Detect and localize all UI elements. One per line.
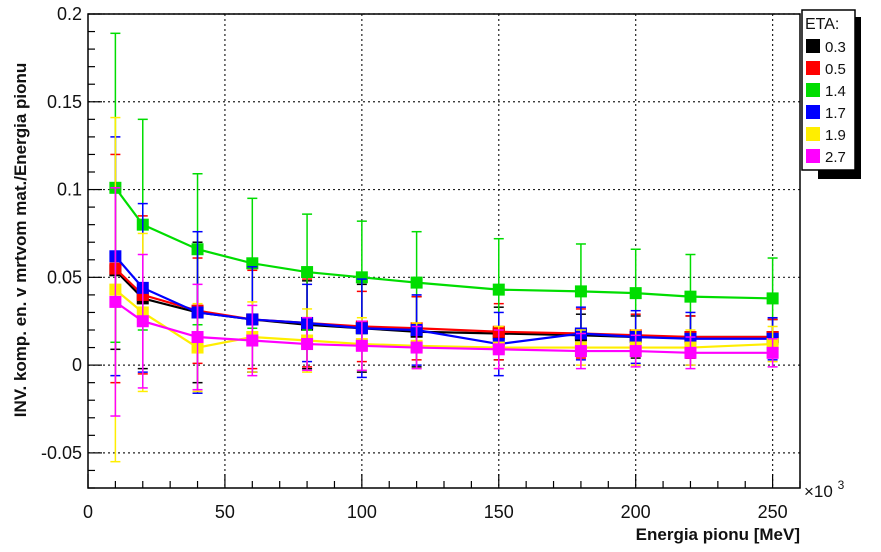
axis-labels: Energia pionu [MeV] INV. komp. en. v mrt… (11, 63, 845, 544)
legend-swatch (806, 127, 820, 141)
legend-label: 0.5 (825, 61, 846, 78)
x-axis-multiplier: ×10 3 (804, 478, 845, 501)
series-line (114, 288, 773, 349)
y-tick-label: 0.1 (57, 180, 82, 200)
axes: 0 50 100 150 200 250 -0.05 0 0.05 0.1 0.15 0.2 (41, 4, 801, 522)
series-2.7 (109, 187, 779, 417)
legend-label: 0.3 (825, 39, 846, 56)
x-axis-multiplier-base: ×10 (804, 482, 833, 501)
y-tick-label: 0.2 (57, 4, 82, 24)
data-point (574, 345, 587, 358)
data-point (410, 276, 423, 289)
legend-swatch (806, 61, 820, 75)
y-tick-label: 0 (72, 355, 82, 375)
data-point (136, 315, 149, 328)
legend-swatch (806, 83, 820, 97)
x-tick-label: 100 (347, 502, 377, 522)
x-axis-label: Energia pionu [MeV] (636, 525, 800, 544)
series-line (114, 255, 773, 346)
data-point (301, 338, 314, 351)
legend-label: 1.4 (825, 83, 846, 100)
series-line (114, 301, 773, 354)
y-tick-label: 0.15 (47, 92, 82, 112)
data-point (629, 287, 642, 300)
data-point (246, 257, 259, 270)
legend: ETA: 0.3 0.5 1.4 1.7 1.9 2.7 (801, 9, 861, 179)
data-point (191, 331, 204, 344)
legend-swatch (806, 39, 820, 53)
data-point (684, 346, 697, 359)
data-point (629, 345, 642, 358)
x-tick-label: 150 (484, 502, 514, 522)
data-point (355, 339, 368, 352)
data-point (109, 295, 122, 308)
legend-label: 1.7 (825, 105, 846, 122)
legend-swatch (806, 149, 820, 163)
x-tick-label: 250 (758, 502, 788, 522)
data-point (574, 285, 587, 298)
x-tick-label: 200 (621, 502, 651, 522)
series-line (114, 187, 773, 300)
data-point (766, 346, 779, 359)
y-tick-label: -0.05 (41, 443, 82, 463)
legend-swatch (806, 105, 820, 119)
x-tick-label: 50 (215, 502, 235, 522)
data-point (355, 271, 368, 284)
legend-entries: 0.3 0.5 1.4 1.7 1.9 2.7 (806, 39, 846, 166)
legend-label: 1.9 (825, 127, 846, 144)
x-tick-label: 0 (83, 502, 93, 522)
data-point (246, 334, 259, 347)
data-point (492, 283, 505, 296)
data-point (766, 292, 779, 305)
legend-label: 2.7 (825, 149, 846, 166)
x-axis-multiplier-exponent: 3 (838, 478, 845, 492)
legend-title: ETA: (805, 16, 839, 33)
data-point (410, 341, 423, 354)
data-point (301, 266, 314, 279)
y-axis-label: INV. komp. en. v mrtvom mat./Energia pio… (11, 63, 30, 418)
y-tick-label: 0.05 (47, 267, 82, 287)
data-point (492, 343, 505, 356)
series-group (109, 32, 779, 463)
data-point (684, 290, 697, 303)
